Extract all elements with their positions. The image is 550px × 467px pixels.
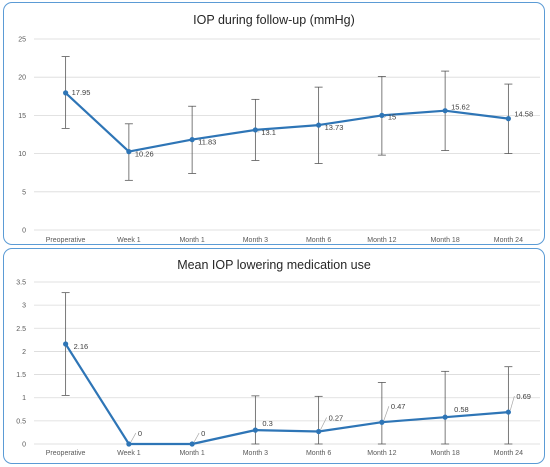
med-xtick-label: Week 1 xyxy=(117,450,141,457)
iop-data-point xyxy=(442,108,448,114)
iop-data-point xyxy=(379,112,385,118)
iop-ytick-label: 20 xyxy=(18,75,26,82)
iop-ytick-label: 0 xyxy=(22,228,26,235)
iop-data-point xyxy=(316,122,322,128)
med-data-point xyxy=(505,409,511,415)
iop-data-point xyxy=(126,149,132,155)
iop-data-point xyxy=(505,116,511,122)
med-xtick-label: Month 24 xyxy=(494,450,523,457)
iop-xtick-label: Month 3 xyxy=(243,237,268,244)
med-data-point xyxy=(63,341,69,347)
med-data-label: 0.58 xyxy=(454,405,469,414)
med-label-leader xyxy=(320,417,327,430)
iop-chart-panel: IOP during follow-up (mmHg) 0 5 10 15 20 25 Pr… xyxy=(3,2,545,245)
med-data-label: 0 xyxy=(201,429,205,438)
med-xtick-label: Month 6 xyxy=(306,450,331,457)
med-data-label: 2.16 xyxy=(74,342,89,351)
iop-xtick-label: Preoperative xyxy=(46,237,86,244)
iop-xtick-label: Month 18 xyxy=(431,237,460,244)
med-xtick-label: Preoperative xyxy=(46,450,86,457)
iop-ytick-label: 25 xyxy=(18,37,26,44)
iop-data-label: 13.1 xyxy=(261,128,276,137)
med-data-label: 0.27 xyxy=(329,414,344,423)
med-ytick-label: 3 xyxy=(22,303,26,310)
med-data-point xyxy=(126,441,132,447)
med-ytick-label: 1 xyxy=(22,395,26,402)
med-data-label: 0 xyxy=(138,429,142,438)
med-data-point xyxy=(442,414,448,420)
med-data-label: 0.3 xyxy=(262,419,272,428)
iop-data-label: 17.95 xyxy=(72,88,91,97)
med-ytick-label: 1.5 xyxy=(16,372,26,379)
medication-chart-panel: Mean IOP lowering medication use 0 0.5 1 1.… xyxy=(3,248,545,464)
iop-xtick-label: Month 12 xyxy=(367,237,396,244)
med-data-point xyxy=(379,419,385,425)
med-data-label: 0.69 xyxy=(516,392,531,401)
med-ytick-label: 2 xyxy=(22,349,26,356)
iop-data-label: 13.73 xyxy=(325,123,344,132)
iop-xtick-label: Week 1 xyxy=(117,237,141,244)
med-data-point xyxy=(252,427,258,433)
med-ytick-label: 3.5 xyxy=(16,280,26,287)
iop-series-line xyxy=(64,92,509,153)
med-xtick-label: Month 12 xyxy=(367,450,396,457)
med-ytick-label: 0.5 xyxy=(16,418,26,425)
med-label-leader xyxy=(510,395,515,411)
iop-xtick-label: Month 6 xyxy=(306,237,331,244)
medication-chart-plot: 0 0.5 1 1.5 2 2.5 3 3.5 Preoperative Week 1 Month … xyxy=(16,280,540,457)
med-label-leader xyxy=(383,406,390,421)
iop-data-point xyxy=(252,127,258,133)
iop-xtick-label: Month 24 xyxy=(494,237,523,244)
iop-ytick-label: 10 xyxy=(18,151,26,158)
iop-data-label: 14.58 xyxy=(514,110,533,119)
iop-data-label: 10.26 xyxy=(135,150,154,159)
iop-ytick-label: 5 xyxy=(22,189,26,196)
med-xtick-label: Month 18 xyxy=(431,450,460,457)
iop-xtick-label: Month 1 xyxy=(179,237,204,244)
medication-chart-title: Mean IOP lowering medication use xyxy=(177,258,371,272)
iop-data-label: 15.62 xyxy=(451,103,470,112)
iop-chart-title: IOP during follow-up (mmHg) xyxy=(193,13,355,27)
med-xtick-label: Month 3 xyxy=(243,450,268,457)
iop-chart-plot: 0 5 10 15 20 25 Preoperative Week 1 Month 1 Month… xyxy=(18,37,540,244)
med-ytick-label: 2.5 xyxy=(16,326,26,333)
med-label-leader xyxy=(193,432,200,443)
med-data-label: 0.47 xyxy=(391,402,406,411)
med-data-point xyxy=(316,428,322,435)
iop-data-label: 15 xyxy=(388,112,396,121)
med-ytick-label: 0 xyxy=(22,442,26,449)
med-xtick-label: Month 1 xyxy=(179,450,204,457)
iop-label-leader xyxy=(383,116,387,118)
iop-data-point xyxy=(63,90,69,96)
med-data-point xyxy=(189,441,195,447)
med-label-leader xyxy=(130,432,137,443)
iop-data-label: 11.83 xyxy=(198,138,216,147)
iop-ytick-label: 15 xyxy=(18,113,26,120)
iop-data-point xyxy=(189,137,195,143)
med-series-line xyxy=(64,343,509,446)
